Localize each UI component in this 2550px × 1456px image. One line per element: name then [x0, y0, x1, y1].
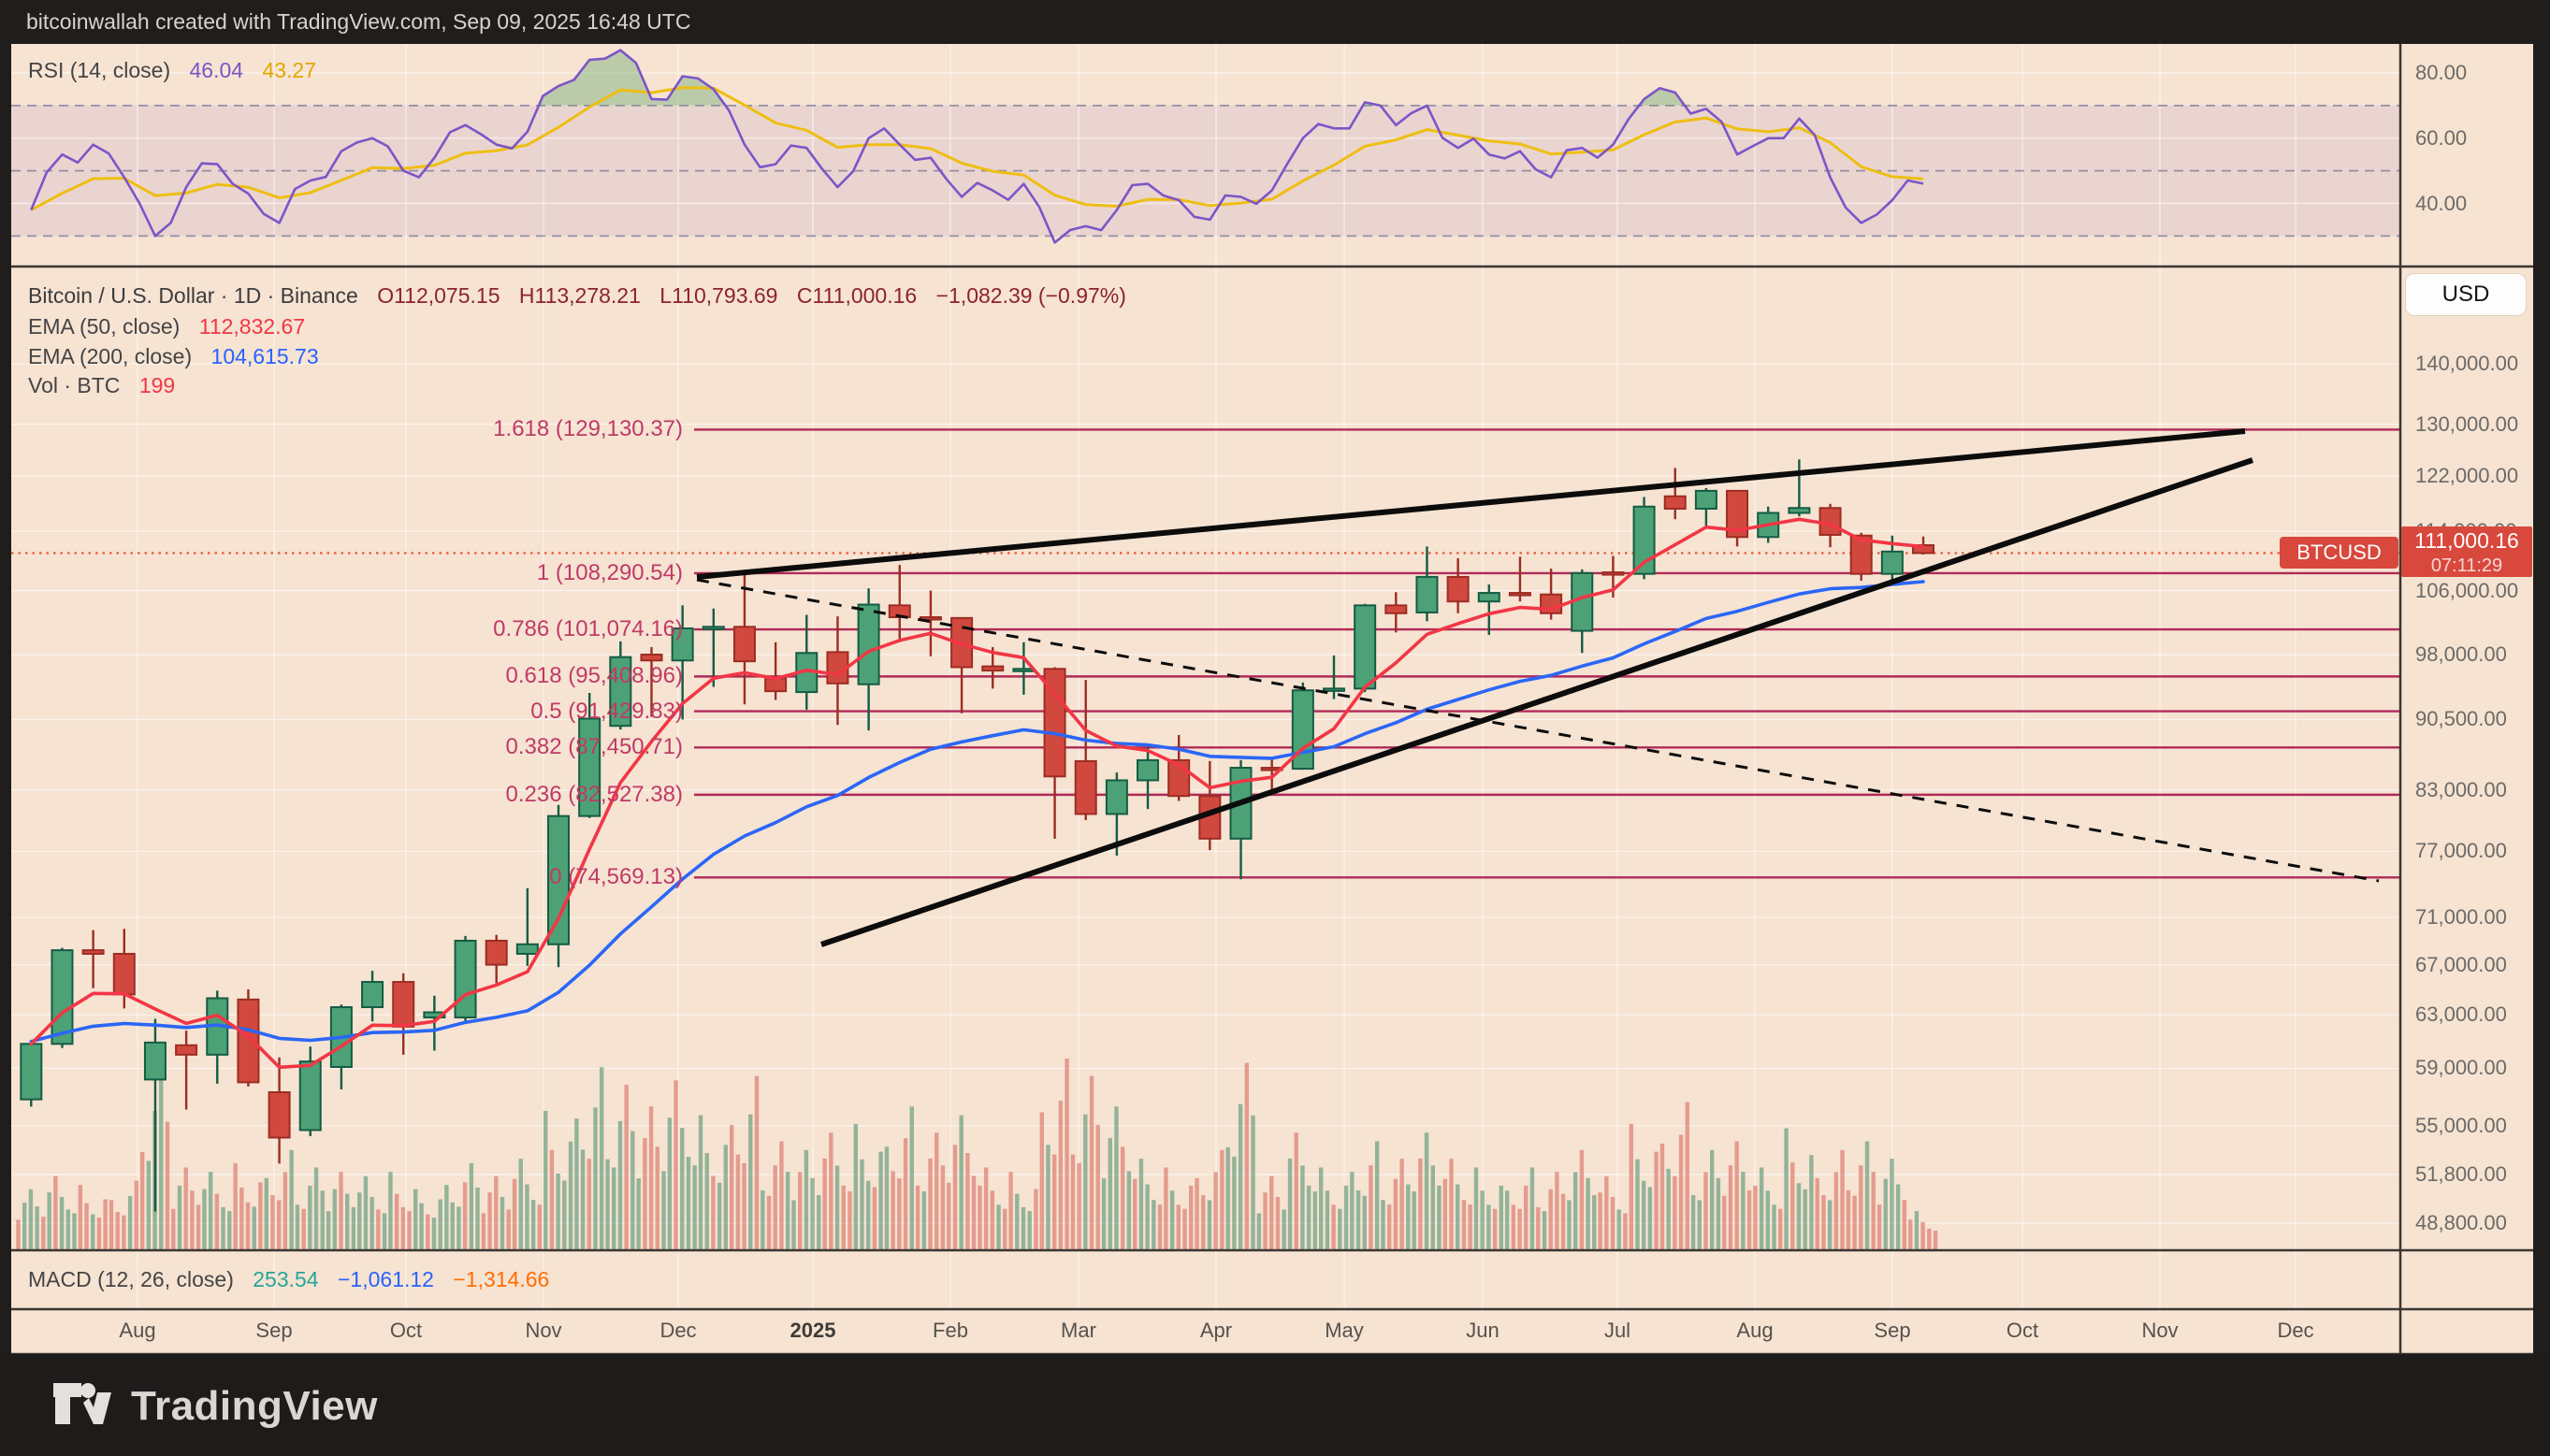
fib-level-label: 0.618 (95,408.96) [505, 663, 683, 689]
price-axis-tick: 106,000.00 [2415, 578, 2519, 602]
time-axis-label: Nov [2141, 1319, 2179, 1342]
time-axis-label: Mar [1061, 1319, 1096, 1342]
ema200-label: EMA (200, close) [28, 344, 193, 368]
volume-label: Vol · BTC [28, 373, 121, 397]
price-axis-tick: 130,000.00 [2415, 411, 2519, 436]
time-axis-label: May [1325, 1319, 1364, 1342]
price-axis-tick: 48,800.00 [2415, 1211, 2507, 1234]
rsi-legend-label: RSI (14, close) [28, 58, 171, 82]
macd-value: 253.54 [253, 1267, 319, 1291]
ema200-legend[interactable]: EMA (200, close) 104,615.73 [28, 344, 319, 369]
ohlc-open: O112,075.15 [377, 283, 500, 308]
last-price-value: 111,000.16 [2414, 528, 2519, 554]
macd-legend[interactable]: MACD (12, 26, close) 253.54 −1,061.12 −1… [28, 1267, 549, 1292]
symbol-legend[interactable]: Bitcoin / U.S. Dollar · 1D · Binance O11… [28, 283, 1126, 309]
footer-bar: TradingView [0, 1354, 2550, 1456]
symbol-title: Bitcoin / U.S. Dollar · 1D · Binance [28, 283, 358, 308]
time-axis-label: Oct [2006, 1319, 2039, 1342]
time-axis-label: Sep [1874, 1319, 1911, 1342]
time-axis-label: Jul [1603, 1319, 1631, 1342]
fib-level-label: 0.236 (82,527.38) [505, 781, 683, 807]
price-axis-tick: 67,000.00 [2415, 952, 2507, 976]
time-axis-label: Feb [933, 1319, 968, 1342]
rsi-ma-value: 43.27 [262, 58, 317, 82]
price-axis-tick: 77,000.00 [2415, 839, 2507, 863]
symbol-price-tag: BTCUSD [2280, 537, 2398, 569]
rsi-legend[interactable]: RSI (14, close) 46.04 43.27 [28, 58, 316, 83]
ohlc-close: C111,000.16 [796, 283, 918, 308]
volume-value: 199 [138, 373, 176, 397]
tradingview-logo-icon [53, 1383, 111, 1424]
ema50-value: 112,832.67 [198, 314, 306, 339]
time-axis-label: Aug [119, 1319, 156, 1342]
ohlc-high: H113,278.21 [518, 283, 641, 308]
volume-legend[interactable]: Vol · BTC 199 [28, 373, 175, 398]
rsi-axis-tick: 40.00 [2415, 191, 2468, 215]
last-price-label: 111,000.16 07:11:29 [2401, 526, 2532, 578]
fib-level-label: 1.618 (129,130.37) [493, 416, 683, 442]
time-axis-label: Sep [255, 1319, 293, 1342]
ema50-label: EMA (50, close) [28, 314, 181, 339]
price-axis-tick: 55,000.00 [2415, 1113, 2507, 1137]
tradingview-logo[interactable]: TradingView [52, 1382, 378, 1431]
time-axis-label: Jun [1466, 1319, 1500, 1342]
macd-label: MACD (12, 26, close) [28, 1267, 234, 1291]
price-axis-tick: 98,000.00 [2415, 642, 2507, 667]
ohlc-change: −1,082.39 (−0.97%) [935, 283, 1126, 308]
fib-level-label: 0.786 (101,074.16) [493, 616, 683, 642]
price-axis-tick: 71,000.00 [2415, 905, 2507, 930]
time-axis-label: Apr [1199, 1319, 1233, 1342]
price-axis-tick: 122,000.00 [2415, 464, 2519, 487]
time-axis-label: Nov [525, 1319, 562, 1342]
fib-level-label: 0 (74,569.13) [549, 864, 683, 890]
currency-toggle-button[interactable]: USD [2406, 274, 2526, 315]
fib-level-label: 0.382 (87,450.71) [505, 734, 683, 760]
time-axis-label: 2025 [790, 1319, 836, 1342]
time-axis-label: Dec [2277, 1319, 2314, 1342]
price-axis-tick: 83,000.00 [2415, 777, 2507, 801]
rsi-axis-tick: 60.00 [2415, 125, 2468, 150]
bar-countdown: 07:11:29 [2430, 555, 2503, 577]
fib-level-label: 0.5 (91,429.83) [530, 698, 683, 724]
rsi-value: 46.04 [189, 58, 244, 82]
ema50-legend[interactable]: EMA (50, close) 112,832.67 [28, 314, 305, 339]
price-axis-tick: 90,500.00 [2415, 707, 2507, 731]
macd-histogram-value: −1,314.66 [453, 1267, 550, 1291]
time-axis-label: Aug [1736, 1319, 1774, 1342]
ohlc-low: L110,793.69 [659, 283, 778, 308]
price-axis-tick: 63,000.00 [2415, 1002, 2507, 1027]
time-axis-label: Oct [389, 1319, 423, 1342]
price-axis-tick: 140,000.00 [2415, 352, 2519, 375]
chart-title-bar: bitcoinwallah created with TradingView.c… [0, 0, 2550, 44]
rsi-axis-tick: 80.00 [2415, 61, 2468, 84]
ema200-value: 104,615.73 [210, 344, 319, 368]
price-axis-tick: 59,000.00 [2415, 1056, 2507, 1080]
tradingview-brand-text: TradingView [131, 1383, 378, 1429]
macd-signal-value: −1,061.12 [338, 1267, 434, 1291]
chart-attribution-text: bitcoinwallah created with TradingView.c… [26, 9, 691, 34]
price-axis-tick: 51,800.00 [2415, 1161, 2507, 1186]
fib-level-label: 1 (108,290.54) [536, 559, 683, 585]
time-axis-label: Dec [659, 1319, 697, 1342]
